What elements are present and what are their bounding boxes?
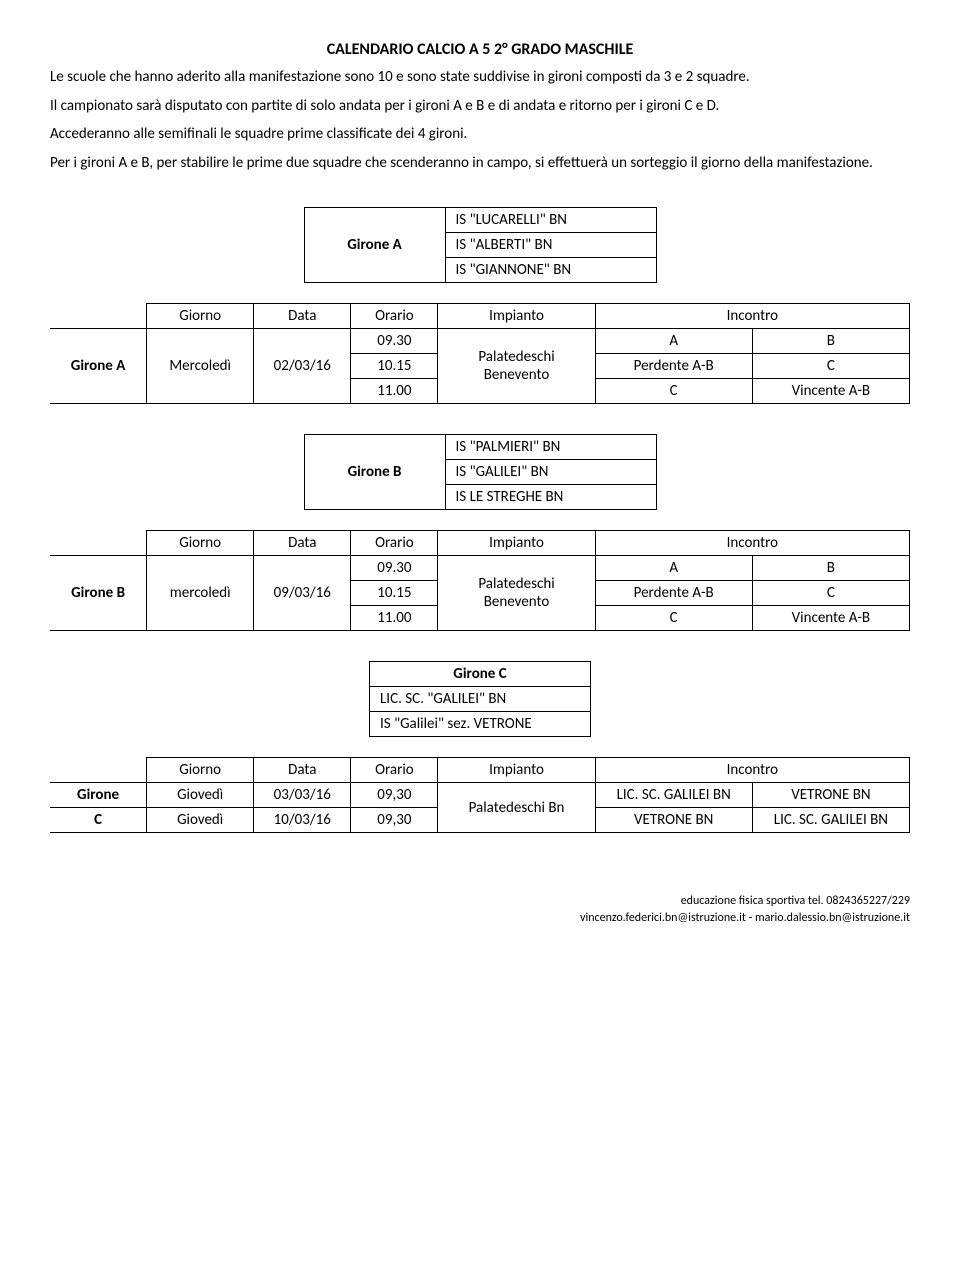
girone-a-data: 02/03/16	[254, 329, 351, 404]
girone-b-match-3b: Vincente A-B	[752, 606, 909, 631]
girone-b-team-1: IS "PALMIERI" BN	[445, 435, 656, 460]
header-giorno-c: Giorno	[147, 758, 254, 783]
page-title: CALENDARIO CALCIO A 5 2° GRADO MASCHILE	[50, 40, 910, 59]
girone-c-team-1: LIC. SC. "GALILEI" BN	[370, 687, 591, 712]
girone-c-r2-ma: VETRONE BN	[595, 808, 752, 833]
girone-c-r1-ma: LIC. SC. GALILEI BN	[595, 783, 752, 808]
intro-paragraph: Le scuole che hanno aderito alla manifes…	[50, 63, 910, 177]
header-impianto: Impianto	[438, 304, 595, 329]
girone-a-match-3a: C	[595, 379, 752, 404]
girone-c-r2-giorno: Giovedì	[147, 808, 254, 833]
header-incontro-c: Incontro	[595, 758, 909, 783]
girone-b-team-2: IS "GALILEI" BN	[445, 460, 656, 485]
girone-a-impianto: Palatedeschi Benevento	[438, 329, 595, 404]
girone-a-match-2a: Perdente A-B	[595, 354, 752, 379]
girone-b-slot-1: 09.30	[351, 556, 438, 581]
girone-c-label: Girone C	[370, 662, 591, 687]
page-footer: educazione fisica sportiva tel. 08243652…	[50, 893, 910, 927]
intro-p4: Per i gironi A e B, per stabilire le pri…	[50, 154, 873, 172]
header-impianto-c: Impianto	[438, 758, 595, 783]
header-giorno-b: Giorno	[147, 531, 254, 556]
footer-line-2: vincenzo.federici.bn@istruzione.it - mar…	[580, 911, 910, 925]
girone-a-match-3b: Vincente A-B	[752, 379, 909, 404]
girone-b-team-3: IS LE STREGHE BN	[445, 485, 656, 510]
girone-b-match-2a: Perdente A-B	[595, 581, 752, 606]
intro-p3: Accederanno alle semifinali le squadre p…	[50, 125, 467, 143]
girone-c-r1-data: 03/03/16	[254, 783, 351, 808]
girone-b-row-label: Girone B	[50, 556, 147, 631]
girone-c-box: Girone C LIC. SC. "GALILEI" BN IS "Galil…	[369, 661, 591, 737]
girone-b-schedule: Giorno Data Orario Impianto Incontro Gir…	[50, 530, 910, 631]
header-data: Data	[254, 304, 351, 329]
girone-c-schedule: Giorno Data Orario Impianto Incontro Gir…	[50, 757, 910, 833]
girone-c-r2-orario: 09,30	[351, 808, 438, 833]
girone-a-label: Girone A	[304, 208, 445, 283]
girone-b-match-3a: C	[595, 606, 752, 631]
header-impianto-b: Impianto	[438, 531, 595, 556]
girone-b-match-1a: A	[595, 556, 752, 581]
girone-a-box: Girone A IS "LUCARELLI" BN IS "ALBERTI" …	[304, 207, 657, 283]
girone-a-team-3: IS "GIANNONE" BN	[445, 258, 656, 283]
girone-c-row-label-1: Girone	[50, 783, 147, 808]
girone-c-r1-giorno: Giovedì	[147, 783, 254, 808]
girone-a-team-2: IS "ALBERTI" BN	[445, 233, 656, 258]
girone-a-match-1b: B	[752, 329, 909, 354]
footer-line-1: educazione fisica sportiva tel. 08243652…	[681, 894, 910, 908]
girone-a-team-1: IS "LUCARELLI" BN	[445, 208, 656, 233]
girone-b-slot-3: 11.00	[351, 606, 438, 631]
girone-a-slot-1: 09.30	[351, 329, 438, 354]
girone-a-match-2b: C	[752, 354, 909, 379]
intro-p1: Le scuole che hanno aderito alla manifes…	[50, 68, 750, 86]
girone-b-giorno: mercoledì	[147, 556, 254, 631]
girone-c-row-label-2: C	[50, 808, 147, 833]
girone-b-match-2b: C	[752, 581, 909, 606]
header-incontro: Incontro	[595, 304, 909, 329]
girone-a-row-label: Girone A	[50, 329, 147, 404]
header-orario-b: Orario	[351, 531, 438, 556]
girone-a-schedule: Giorno Data Orario Impianto Incontro Gir…	[50, 303, 910, 404]
girone-a-slot-2: 10.15	[351, 354, 438, 379]
girone-b-match-1b: B	[752, 556, 909, 581]
intro-p2: Il campionato sarà disputato con partite…	[50, 97, 719, 115]
header-incontro-b: Incontro	[595, 531, 909, 556]
girone-c-team-2: IS "Galilei" sez. VETRONE	[370, 712, 591, 737]
girone-b-box: Girone B IS "PALMIERI" BN IS "GALILEI" B…	[304, 434, 657, 510]
girone-c-impianto: Palatedeschi Bn	[438, 783, 595, 833]
header-orario-c: Orario	[351, 758, 438, 783]
girone-c-r2-data: 10/03/16	[254, 808, 351, 833]
girone-c-r2-mb: LIC. SC. GALILEI BN	[752, 808, 909, 833]
girone-b-impianto: Palatedeschi Benevento	[438, 556, 595, 631]
header-data-b: Data	[254, 531, 351, 556]
girone-a-slot-3: 11.00	[351, 379, 438, 404]
girone-a-match-1a: A	[595, 329, 752, 354]
girone-b-data: 09/03/16	[254, 556, 351, 631]
header-orario: Orario	[351, 304, 438, 329]
girone-a-giorno: Mercoledì	[147, 329, 254, 404]
girone-c-r1-mb: VETRONE BN	[752, 783, 909, 808]
girone-c-r1-orario: 09,30	[351, 783, 438, 808]
girone-b-slot-2: 10.15	[351, 581, 438, 606]
header-data-c: Data	[254, 758, 351, 783]
girone-b-label: Girone B	[304, 435, 445, 510]
header-giorno: Giorno	[147, 304, 254, 329]
